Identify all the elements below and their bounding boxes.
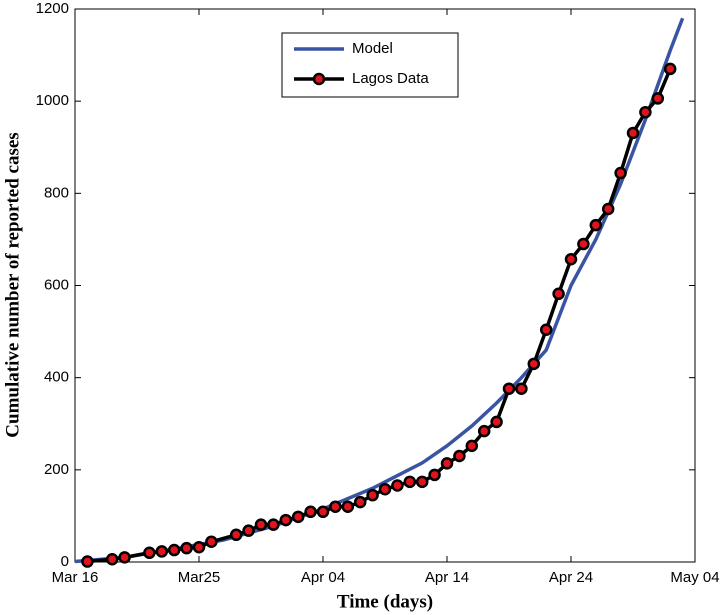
- x-tick-label: Mar25: [178, 569, 221, 586]
- data-point: [291, 510, 305, 524]
- data-point: [589, 218, 603, 232]
- data-point: [564, 252, 578, 266]
- y-tick-label: 1200: [36, 0, 69, 17]
- data-point: [279, 513, 293, 527]
- x-axis-label: Time (days): [337, 591, 433, 612]
- x-tick-label: May 04: [670, 569, 719, 586]
- y-tick-label: 0: [61, 553, 69, 570]
- data-point: [527, 357, 541, 371]
- data-point: [167, 543, 181, 557]
- data-point: [341, 500, 355, 513]
- legend-label: Model: [352, 40, 393, 57]
- data-point: [515, 382, 528, 395]
- y-tick-label: 600: [44, 276, 69, 293]
- data-point: [502, 382, 516, 395]
- data-point: [440, 457, 454, 470]
- data-point: [490, 415, 503, 429]
- data-point: [651, 92, 665, 105]
- x-tick-label: Apr 24: [549, 569, 593, 586]
- data-point: [577, 237, 590, 251]
- data-point: [242, 524, 255, 537]
- data-point: [428, 468, 441, 482]
- y-tick-label: 400: [44, 369, 69, 386]
- data-point: [304, 505, 317, 519]
- data-point: [366, 488, 379, 502]
- x-tick-label: Apr 14: [425, 569, 469, 586]
- data-point: [614, 166, 627, 180]
- x-tick-label: Apr 04: [301, 569, 345, 586]
- data-point: [267, 518, 280, 531]
- data-point: [353, 495, 367, 509]
- data-point: [254, 518, 268, 531]
- data-point: [626, 126, 640, 140]
- y-tick-label: 1000: [36, 92, 69, 109]
- data-point: [639, 105, 652, 119]
- legend-box: [281, 32, 459, 98]
- data-point: [81, 555, 94, 568]
- data-point: [415, 475, 429, 489]
- data-point: [180, 541, 193, 555]
- data-point: [205, 535, 218, 548]
- data-point: [329, 500, 342, 513]
- data-point: [465, 439, 479, 453]
- data-point: [378, 482, 392, 496]
- data-point: [105, 552, 119, 566]
- data-point: [192, 541, 206, 554]
- data-point: [316, 505, 330, 519]
- data-point: [453, 449, 466, 463]
- data-point: [229, 528, 243, 542]
- data-point: [118, 551, 131, 564]
- series-line: [87, 68, 672, 564]
- y-tick-label: 800: [44, 184, 69, 201]
- y-tick-label: 200: [44, 461, 69, 478]
- data-point: [552, 287, 565, 301]
- data-point: [663, 62, 677, 76]
- series-line: [74, 17, 685, 564]
- legend-marker: [312, 72, 326, 86]
- legend-label: Lagos Data: [352, 70, 429, 87]
- y-axis-label: Cumulative number of reported cases: [2, 132, 23, 437]
- data-point: [403, 475, 417, 489]
- data-point: [477, 424, 491, 438]
- data-point: [143, 546, 156, 560]
- data-point: [601, 202, 615, 216]
- data-point: [155, 545, 169, 558]
- data-point: [391, 479, 404, 492]
- x-tick-label: Mar 16: [52, 569, 99, 586]
- data-point: [539, 323, 553, 336]
